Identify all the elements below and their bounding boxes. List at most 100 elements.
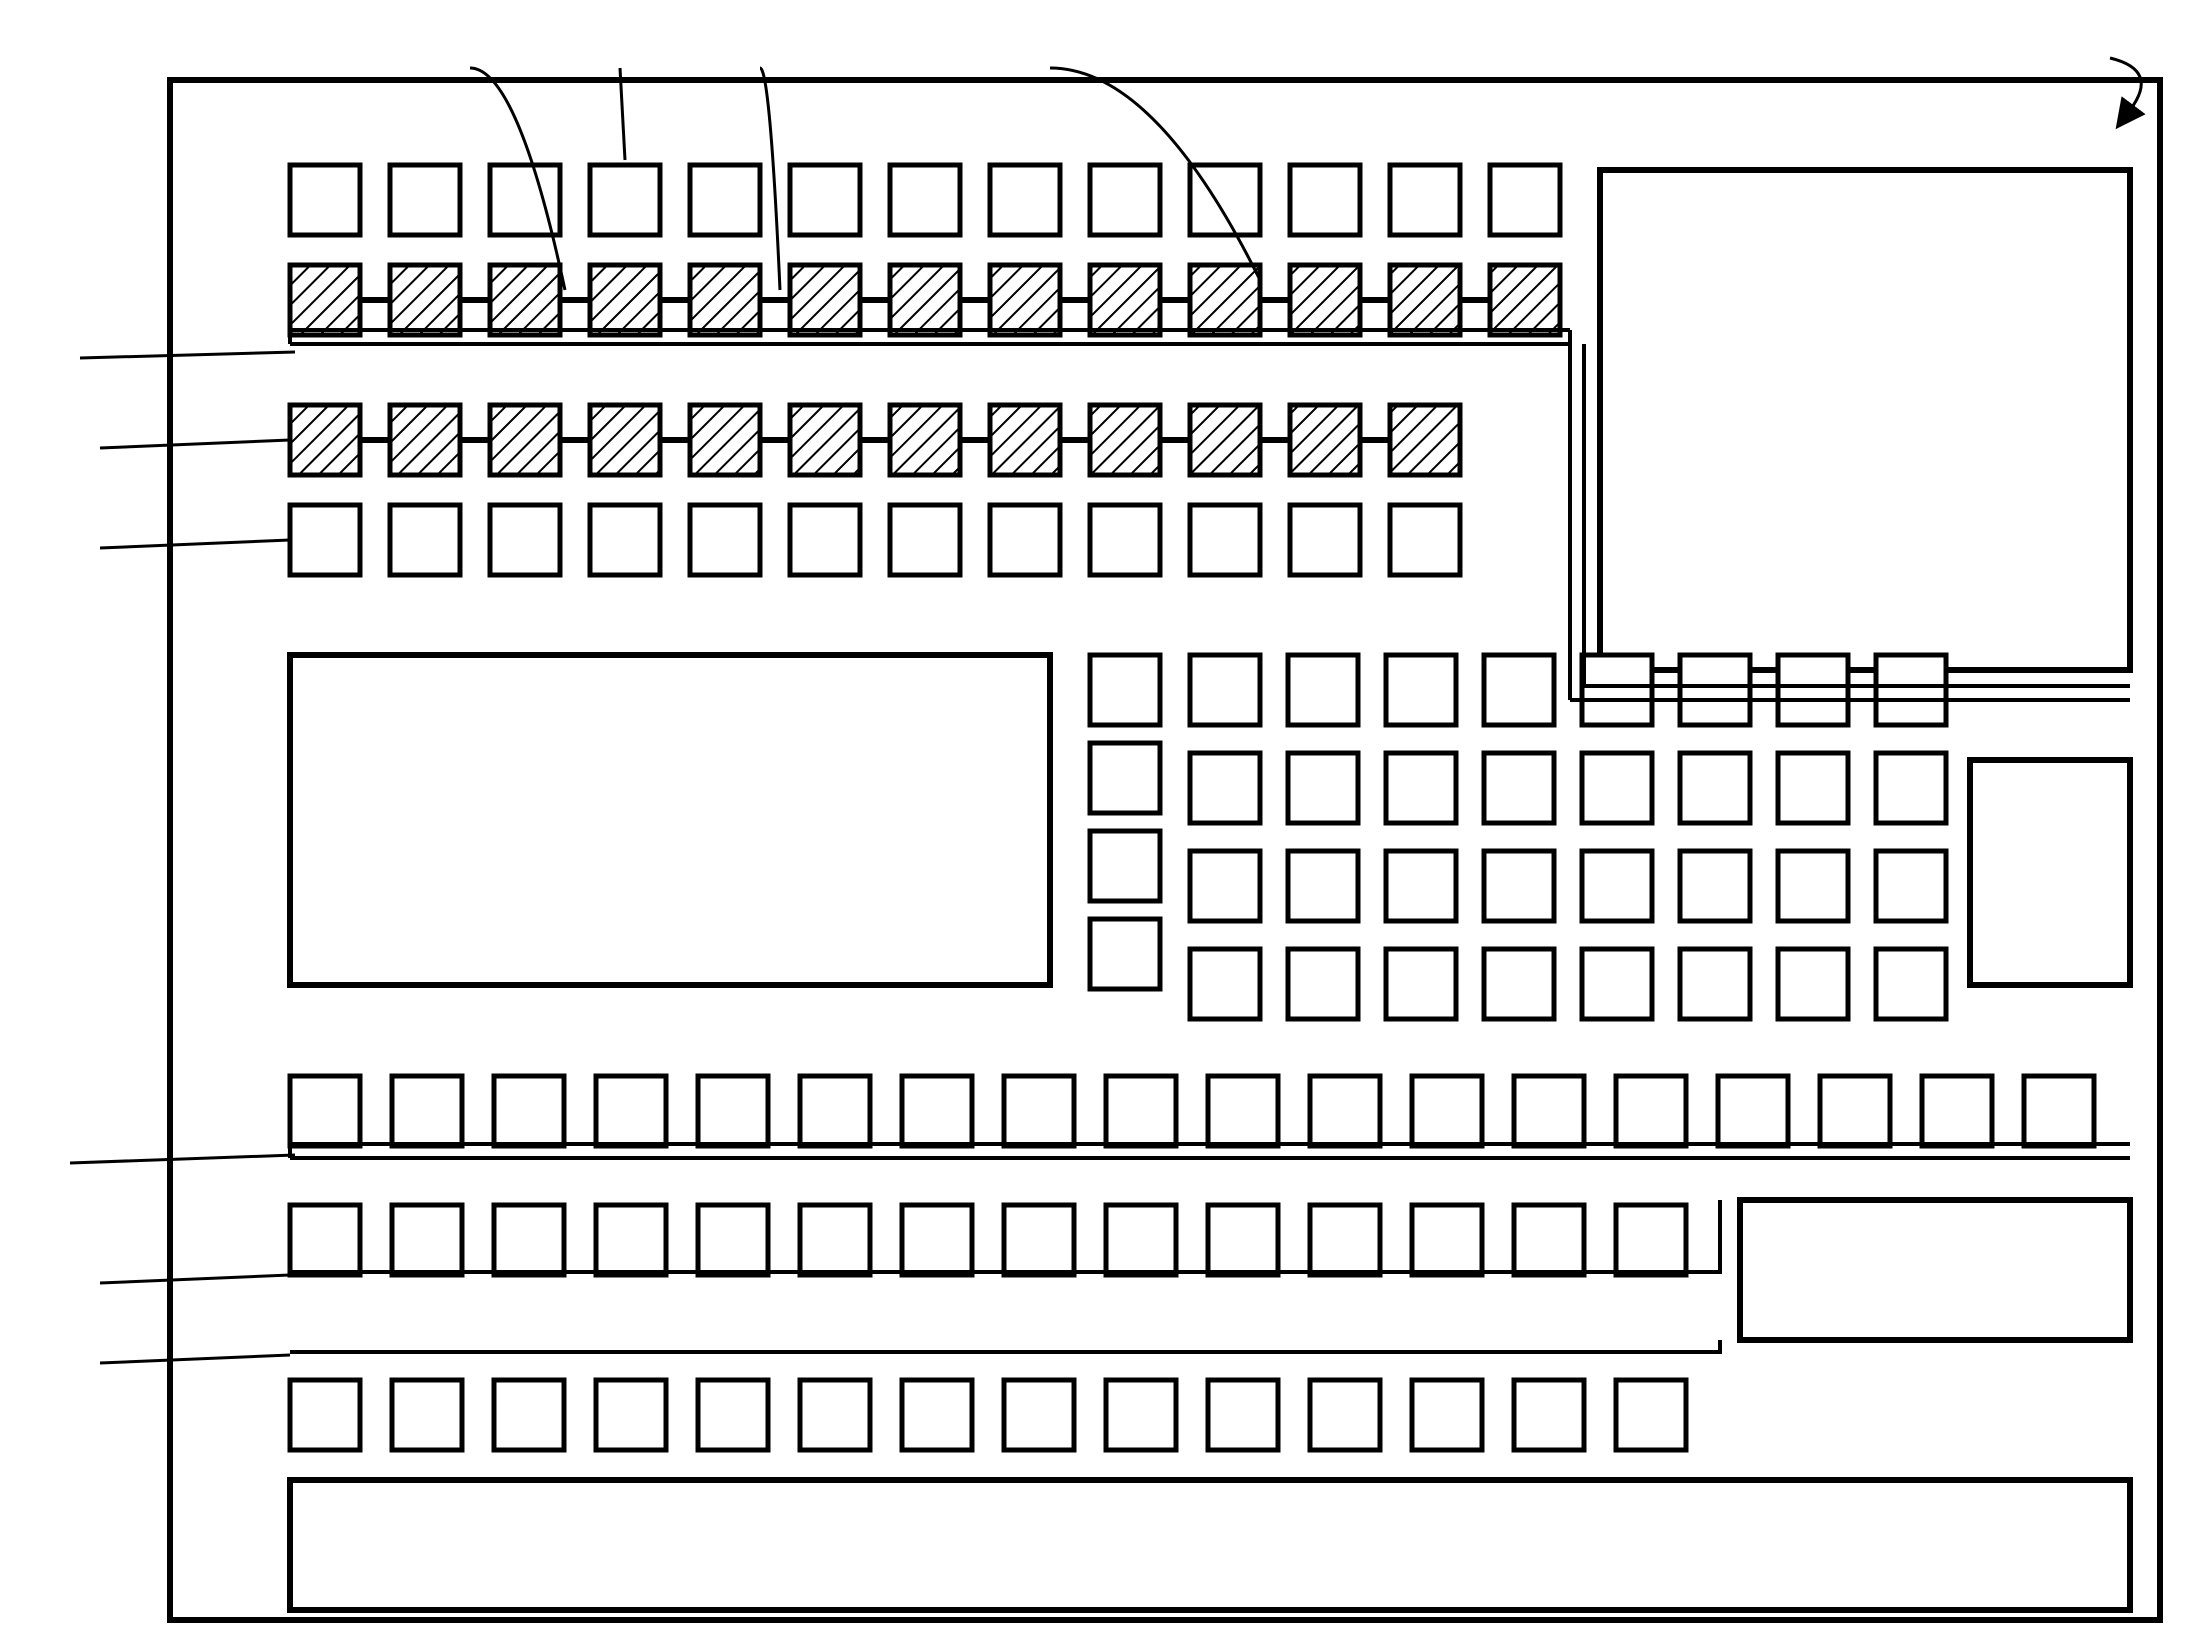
pad-106 <box>1616 1380 1686 1450</box>
pad-106 <box>1004 1380 1074 1450</box>
pad-106 <box>1490 165 1560 235</box>
pad-108 <box>290 405 360 475</box>
pad-106 <box>1778 753 1848 823</box>
pad-106 <box>800 1076 870 1146</box>
pad-108 <box>590 405 660 475</box>
diagram-canvas: 104104104104104110106108110VCC108106GND1… <box>0 0 2203 1647</box>
pad-106 <box>392 1076 462 1146</box>
pad-106 <box>1514 1076 1584 1146</box>
pad-108 <box>1090 405 1160 475</box>
pad-106 <box>1386 655 1456 725</box>
pad-106 <box>1778 655 1848 725</box>
block-104-ul <box>290 655 1050 985</box>
pad-108 <box>1290 265 1360 335</box>
leader-l108b <box>100 440 290 448</box>
pad-106 <box>1290 165 1360 235</box>
pad-106 <box>290 1205 360 1275</box>
pad-106 <box>1090 743 1160 813</box>
pad-106 <box>1090 165 1160 235</box>
pad-106 <box>690 505 760 575</box>
pad-108 <box>490 405 560 475</box>
pad-106 <box>494 1076 564 1146</box>
pad-106 <box>1208 1205 1278 1275</box>
pad-106 <box>1680 949 1750 1019</box>
pad-106 <box>290 505 360 575</box>
pad-106 <box>1582 753 1652 823</box>
leader-lgnd <box>70 1155 295 1163</box>
pad-106 <box>392 1205 462 1275</box>
pad-106 <box>1514 1380 1584 1450</box>
pad-106 <box>590 165 660 235</box>
pad-106 <box>1090 655 1160 725</box>
pad-108 <box>690 405 760 475</box>
pad-108 <box>1490 265 1560 335</box>
pad-106 <box>1616 1076 1686 1146</box>
pad-106 <box>1390 505 1460 575</box>
pad-106 <box>1582 851 1652 921</box>
pad-106 <box>1310 1205 1380 1275</box>
pad-106 <box>290 1076 360 1146</box>
rail-102-lower <box>290 1340 1720 1352</box>
pad-106 <box>1582 949 1652 1019</box>
leader-lvcc <box>80 352 295 358</box>
pad-106 <box>1090 505 1160 575</box>
pad-106 <box>1718 1076 1788 1146</box>
pad-106 <box>1876 655 1946 725</box>
pad-106 <box>494 1205 564 1275</box>
pad-108 <box>290 265 360 335</box>
pad-106 <box>290 165 360 235</box>
pad-106 <box>392 1380 462 1450</box>
leader-l108a <box>760 68 780 290</box>
block-104-ur <box>1600 170 2130 670</box>
pad-106 <box>1208 1380 1278 1450</box>
pad-106 <box>1090 831 1160 901</box>
pad-106 <box>1778 851 1848 921</box>
pad-106 <box>1390 165 1460 235</box>
pad-106 <box>1412 1380 1482 1450</box>
pad-108 <box>390 405 460 475</box>
pad-106 <box>1190 851 1260 921</box>
pad-106 <box>590 505 660 575</box>
pad-106 <box>790 165 860 235</box>
pad-106 <box>1288 949 1358 1019</box>
pad-106 <box>1310 1076 1380 1146</box>
pad-106 <box>1616 1205 1686 1275</box>
pad-108 <box>590 265 660 335</box>
pad-106 <box>1922 1076 1992 1146</box>
pad-106 <box>390 505 460 575</box>
arrow-100 <box>2110 58 2141 110</box>
pad-108 <box>1290 405 1360 475</box>
pad-108 <box>1090 265 1160 335</box>
pad-106 <box>690 165 760 235</box>
block-104-r <box>1970 760 2130 985</box>
pad-106 <box>1106 1076 1176 1146</box>
pad-108 <box>990 265 1060 335</box>
pad-108 <box>890 265 960 335</box>
pad-106 <box>890 165 960 235</box>
pad-108 <box>490 265 560 335</box>
pad-106 <box>494 1380 564 1450</box>
pad-106 <box>698 1380 768 1450</box>
pad-106 <box>902 1205 972 1275</box>
pad-108 <box>1190 405 1260 475</box>
pad-106 <box>1386 851 1456 921</box>
pad-106 <box>1288 655 1358 725</box>
leader-l106b <box>100 540 290 548</box>
pad-106 <box>1778 949 1848 1019</box>
pad-106 <box>1090 919 1160 989</box>
leader-l102a <box>100 1275 290 1283</box>
pad-106 <box>1680 753 1750 823</box>
pad-108 <box>990 405 1060 475</box>
pad-106 <box>1190 505 1260 575</box>
pad-106 <box>990 165 1060 235</box>
pad-106 <box>390 165 460 235</box>
pad-106 <box>1190 949 1260 1019</box>
pad-106 <box>1876 753 1946 823</box>
pad-106 <box>1190 655 1260 725</box>
pad-106 <box>2024 1076 2094 1146</box>
pad-106 <box>990 505 1060 575</box>
block-104-bot <box>290 1480 2130 1610</box>
pad-108 <box>790 405 860 475</box>
pad-106 <box>1514 1205 1584 1275</box>
pad-106 <box>1484 655 1554 725</box>
